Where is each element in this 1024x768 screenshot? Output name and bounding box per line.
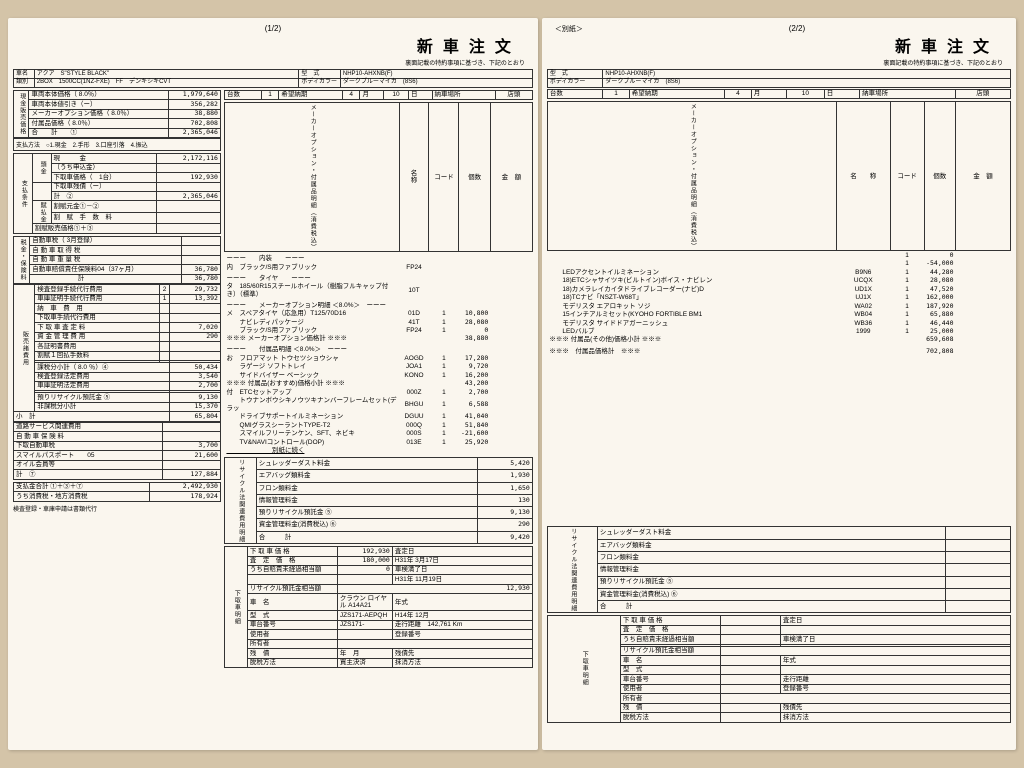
unit-row-2: 台数1希望納期4月10日納車場所店頭 (547, 89, 1011, 99)
left-column: 現金販売価格車両本体価格（ 8.0％）1,979,640 車両本体値引き（ー）3… (13, 90, 221, 668)
pay-method: 支払方法 ○1.現金 2.手形 3.口座引落 4.振込 (13, 138, 221, 151)
option-detail: メーカーオプション・付属品明細（消費税込）名 称コード個数金 額 ーーー 内装 … (224, 102, 533, 455)
recycle-table: リサイクル法関連費用明細シュレッダーダスト料金5,420 エアバッグ類料金1,9… (224, 457, 533, 544)
vehicle-header-2: 型 式NHP10-AHXNB(F) ボディカラーダークブルーマイカ (8S6) (547, 69, 1011, 88)
footnote: 検査登録・車庫申請は書類代行 (13, 504, 221, 513)
recycle-table-2: リサイクル法関連費用明細シュレッダーダスト料金 エアバッグ類料金 フロン類料金 … (547, 526, 1011, 613)
page-number: (1/2) (13, 24, 533, 33)
extra-table: 道路サービス関連費用 自 動 車 保 険 料 下取自動車税3,700 スマイルパ… (13, 422, 221, 480)
order-sheet-2: ＜別紙＞(2/2) 新車注文 裏面記載の特約事項に基づき、下記のとおり 型 式N… (542, 18, 1016, 750)
tradein-table-2: 下取車明細下 取 車 価 格査定日 査 定 価 格 うち自賠責未経過相当額車検満… (547, 615, 1011, 722)
page-number-2: (2/2) (583, 24, 1011, 33)
doc-subtitle: 裏面記載の特約事項に基づき、下記のとおり (13, 58, 525, 67)
right-column: 台数1希望納期4月10日納車場所店頭 メーカーオプション・付属品明細（消費税込）… (224, 90, 533, 668)
doc-title: 新車注文 (13, 33, 521, 57)
vehicle-header: 車名アクア S"STYLE BLACK"型 式NHP10-AHXNB(F) 類別… (13, 69, 533, 88)
tax-table: 税金・保険料自動車税（ 3月登録） 自 動 車 取 得 税 自 動 車 重 量 … (13, 236, 221, 284)
order-sheet-1: (1/2) 新車注文 裏面記載の特約事項に基づき、下記のとおり 車名アクア S"… (8, 18, 538, 750)
grand-total: 支払金合計 ①＋③＋⑦2,492,930 うち消費税・地方消費税178,924 (13, 482, 221, 502)
doc-title-2: 新車注文 (547, 33, 999, 57)
price-table: 現金販売価格車両本体価格（ 8.0％）1,979,640 車両本体値引き（ー）3… (13, 90, 221, 138)
doc-subtitle-2: 裏面記載の特約事項に基づき、下記のとおり (547, 58, 1003, 67)
payment-table: 支払条件頭金現 金2,172,116 （うち申込金） 下取車価格（ 1台）192… (13, 153, 221, 234)
tradein-table: 下取車明細下 取 車 価 格192,930査定日 査 定 価 格180,000H… (224, 546, 533, 668)
fee-table: 販売諸費用検査登録手続代行費用229,732 車庫証明手続代行費用113,392… (13, 284, 221, 422)
unit-row: 台数1希望納期4月10日納車場所店頭 (224, 90, 533, 100)
option-detail-2: メーカーオプション・付属品明細（消費税込）名 称コード個数金 額 101-54,… (547, 101, 1011, 356)
